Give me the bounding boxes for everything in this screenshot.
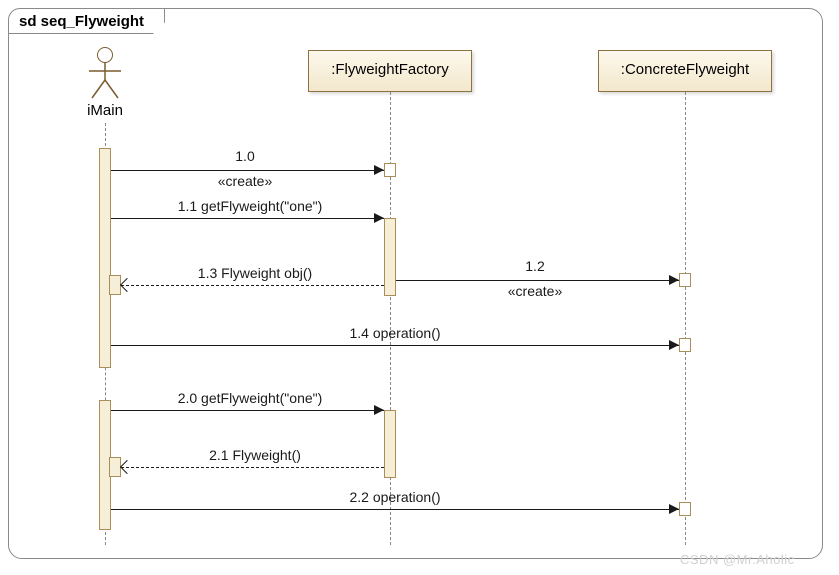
participant-flyweight-factory: :FlyweightFactory (308, 50, 472, 92)
exec-factory-create (384, 163, 396, 177)
msg-2-2-label: 2.2 operation() (330, 489, 460, 505)
lifeline-concrete (685, 92, 686, 545)
msg-2-0-label: 2.0 getFlyweight("one") (150, 390, 350, 406)
watermark: CSDN @Mr.Aholic (680, 552, 795, 567)
arrow-icon (669, 504, 679, 514)
participant-label: :ConcreteFlyweight (621, 61, 749, 78)
actor-label: iMain (75, 102, 135, 119)
msg-2-1-line (121, 467, 384, 468)
arrow-icon (669, 275, 679, 285)
msg-1-2-line (396, 280, 679, 281)
msg-1-4-label: 1.4 operation() (330, 325, 460, 341)
msg-1-3-line (121, 285, 384, 286)
msg-2-2-line (111, 509, 679, 510)
msg-2-1-label: 2.1 Flyweight() (190, 447, 320, 463)
exec-concrete-op2 (679, 502, 691, 516)
participant-label: :FlyweightFactory (331, 61, 449, 78)
actor-body-icon (86, 62, 124, 100)
exec-concrete-create (679, 273, 691, 287)
msg-1-0-num: 1.0 (215, 148, 275, 164)
msg-1-4-line (111, 345, 679, 346)
msg-1-2-label: «create» (495, 283, 575, 299)
msg-1-1-line (111, 218, 384, 219)
msg-1-0-label: «create» (200, 173, 290, 189)
msg-1-1-label: 1.1 getFlyweight("one") (150, 198, 350, 214)
activation-factory-1 (384, 218, 396, 296)
msg-1-0-line (111, 170, 384, 171)
arrow-icon (374, 213, 384, 223)
msg-2-0-line (111, 410, 384, 411)
activation-factory-2 (384, 410, 396, 478)
arrow-icon (374, 165, 384, 175)
actor-head-icon (97, 47, 113, 63)
exec-concrete-op1 (679, 338, 691, 352)
participant-concrete-flyweight: :ConcreteFlyweight (598, 50, 772, 92)
msg-1-2-num: 1.2 (510, 258, 560, 274)
activation-actor-1 (99, 148, 111, 368)
msg-1-3-label: 1.3 Flyweight obj() (175, 265, 335, 281)
arrow-icon (374, 405, 384, 415)
arrow-icon (669, 340, 679, 350)
frame-title: sd seq_Flyweight (8, 8, 165, 34)
